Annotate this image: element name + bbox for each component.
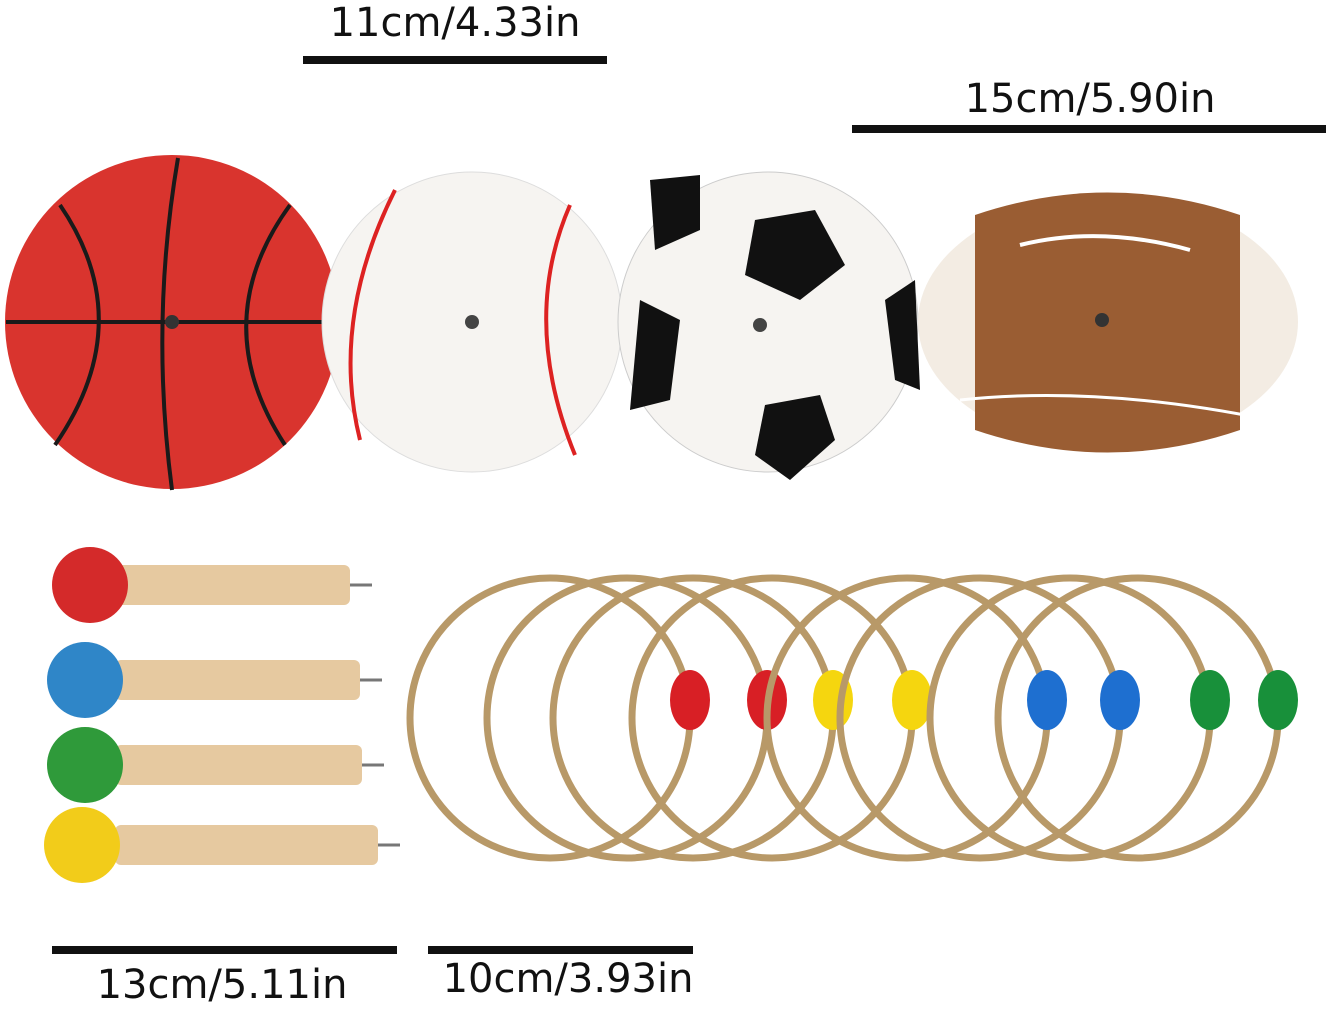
football-target (918, 192, 1298, 453)
baseball-dimension-label: 11cm/4.33in (329, 0, 581, 46)
peg-dimension-bar (52, 946, 397, 954)
rope-ring (483, 574, 771, 862)
ring-bead (1258, 670, 1298, 730)
rope-ring (926, 574, 1214, 862)
ring-bead (1027, 670, 1067, 730)
rope-ring (836, 574, 1124, 862)
ring-bead (1190, 670, 1230, 730)
peg-stick (115, 745, 362, 785)
ring-dimension-label: 10cm/3.93in (442, 956, 694, 1002)
ring-bead (892, 670, 932, 730)
ring-bead (1100, 670, 1140, 730)
peg-stick (115, 565, 350, 605)
peg-dimension-label: 13cm/5.11in (96, 962, 348, 1008)
football-dimension-bar (852, 125, 1326, 133)
baseball-target (321, 171, 623, 473)
ring-dimension-bar (428, 946, 693, 954)
football-dimension-label: 15cm/5.90in (964, 76, 1216, 122)
peg-ball (52, 547, 128, 623)
peg-ball (47, 727, 123, 803)
soccer-ball-target (617, 171, 920, 480)
ring-bead (670, 670, 710, 730)
peg-ball (44, 807, 120, 883)
basketball-target (5, 155, 339, 491)
peg-ball (47, 642, 123, 718)
baseball-dimension-bar (303, 56, 607, 64)
peg-stick (115, 660, 360, 700)
peg-stick (115, 825, 378, 865)
